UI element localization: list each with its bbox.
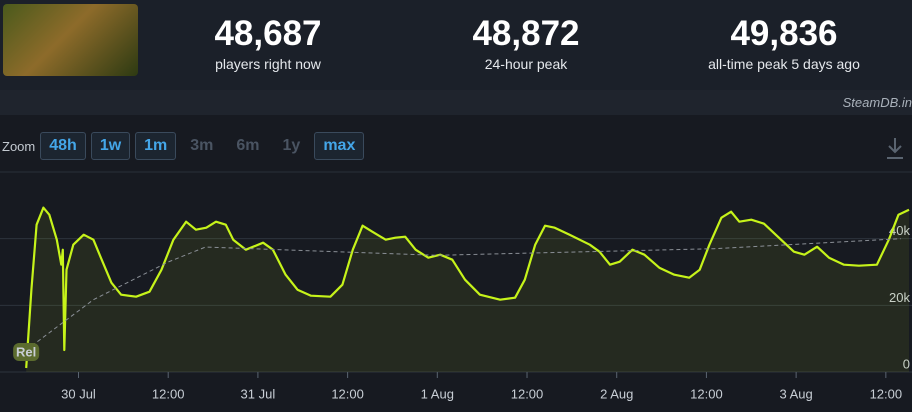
y-tick-label: 0 bbox=[903, 356, 910, 371]
series-line bbox=[25, 206, 910, 369]
zoom-button[interactable]: 1m bbox=[135, 132, 177, 160]
stat-value: 48,872 bbox=[472, 14, 580, 53]
area bbox=[26, 207, 910, 372]
stat: 49,836 all-time peak 5 days ago bbox=[664, 14, 904, 72]
download-icon[interactable] bbox=[887, 138, 903, 159]
x-tick-label: 31 Jul bbox=[241, 386, 276, 401]
x-tick-label: 12:00 bbox=[690, 386, 723, 401]
stat-value: 48,687 bbox=[214, 14, 322, 53]
stat: 48,687 players right now bbox=[148, 14, 388, 72]
annotation-badge bbox=[13, 343, 40, 361]
zoom-bar: Zoom 48h 1w 1m 3m 6m 1y max bbox=[2, 132, 365, 160]
y-tick-label: 20k bbox=[889, 290, 910, 305]
x-tick-label: 2 Aug bbox=[600, 386, 633, 401]
x-tick-label: 3 Aug bbox=[779, 386, 812, 401]
zoom-button[interactable]: max bbox=[314, 132, 365, 160]
divider-band bbox=[0, 90, 912, 115]
watermark: SteamDB.in bbox=[842, 95, 912, 110]
x-tick-label: 1 Aug bbox=[421, 386, 454, 401]
x-tick-label: 12:00 bbox=[870, 386, 903, 401]
annotation: Rel bbox=[16, 344, 36, 359]
game-thumbnail[interactable] bbox=[3, 4, 138, 76]
stat: 48,872 24-hour peak bbox=[406, 14, 646, 72]
x-tick-label: 12:00 bbox=[511, 386, 544, 401]
series-line bbox=[25, 238, 901, 351]
x-tick-label: 30 Jul bbox=[61, 386, 96, 401]
stat-label: all-time peak 5 days ago bbox=[708, 56, 860, 72]
stat-label: players right now bbox=[215, 56, 321, 72]
zoom-button[interactable]: 48h bbox=[40, 132, 86, 160]
header: 48,687 players right now 48,872 24-hour pea… bbox=[0, 0, 912, 90]
zoom-label: Zoom bbox=[2, 138, 36, 154]
x-tick-label: 12:00 bbox=[152, 386, 185, 401]
zoom-button[interactable]: 1w bbox=[90, 132, 131, 160]
stat-value: 49,836 bbox=[730, 14, 838, 53]
x-tick-label: 12:00 bbox=[331, 386, 364, 401]
zoom-button: 3m bbox=[190, 137, 214, 154]
zoom-button: 1y bbox=[282, 137, 301, 154]
stat-label: 24-hour peak bbox=[484, 56, 568, 72]
zoom-button: 6m bbox=[236, 137, 260, 154]
